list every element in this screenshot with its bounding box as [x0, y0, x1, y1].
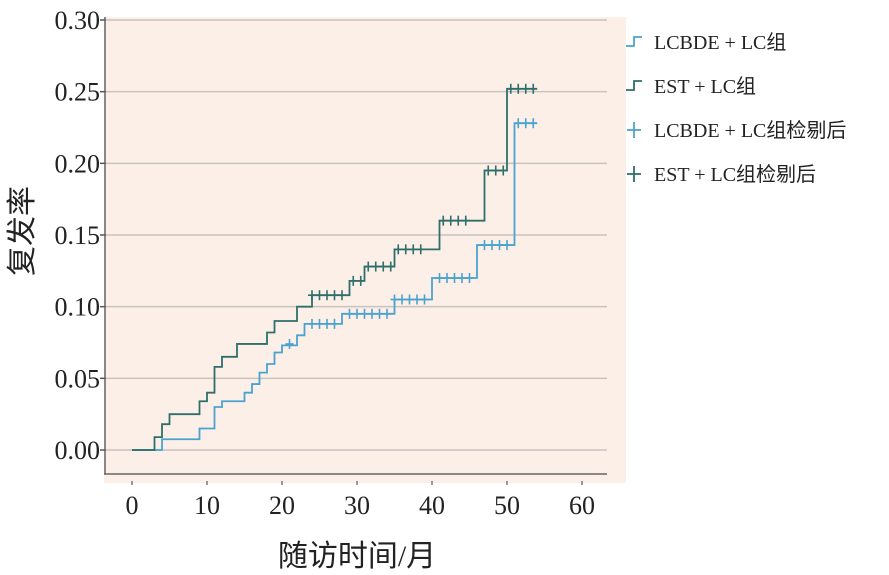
y-tick-label: 0.20	[55, 149, 101, 178]
y-tick-label: 0.10	[55, 293, 101, 322]
legend-swatch-line	[626, 36, 642, 47]
censor-mark-1	[491, 165, 500, 176]
censor-mark-1	[506, 83, 515, 94]
censor-mark-0	[480, 240, 489, 251]
censor-mark-0	[405, 294, 414, 305]
censor-mark-1	[401, 244, 410, 255]
legend-item: LCBDE + LC组	[626, 31, 786, 54]
censor-mark-1	[315, 290, 324, 301]
censor-mark-1	[330, 290, 339, 301]
censor-mark-1	[371, 261, 380, 272]
censor-mark-0	[383, 308, 391, 319]
censor-mark-1	[439, 215, 448, 226]
censor-mark-0	[285, 338, 294, 349]
x-tick-label: 30	[344, 491, 370, 520]
plot-background	[104, 17, 626, 483]
censor-mark-0	[488, 240, 496, 251]
censor-mark-1	[338, 290, 346, 301]
legend: LCBDE + LC组 EST + LC组 LCBDE + LC组检剔后 EST + …	[626, 31, 846, 186]
censor-mark-0	[503, 240, 511, 251]
censor-mark-0	[330, 318, 339, 329]
censor-mark-0	[443, 273, 451, 284]
censor-mark-0	[368, 308, 376, 319]
censor-mark-0	[529, 118, 538, 129]
censor-mark-0	[458, 273, 466, 284]
censor-mark-0	[353, 308, 361, 319]
censor-mark-0	[413, 294, 421, 305]
censor-mark-1	[416, 244, 425, 255]
censor-mark-1	[521, 83, 530, 94]
censor-mark-1	[446, 215, 455, 226]
y-tick-label: 0.15	[55, 221, 101, 250]
x-tick-label: 20	[269, 491, 295, 520]
censor-mark-1	[308, 290, 316, 301]
legend-item: LCBDE + LC组检剔后	[627, 119, 846, 142]
censor-mark-0	[308, 318, 316, 329]
censor-mark-1	[461, 215, 470, 226]
grid-lines	[104, 19, 607, 451]
censor-mark-1	[409, 244, 418, 255]
censor-mark-0	[521, 118, 530, 129]
censor-mark-0	[360, 308, 369, 319]
censor-mark-1	[379, 261, 388, 272]
y-axis-title: 复发率	[6, 186, 39, 276]
censor-mark-0	[435, 273, 444, 284]
x-axis-title: 随访时间/月	[278, 540, 436, 573]
legend-label: EST + LC组	[654, 75, 756, 98]
censor-mark-1	[454, 215, 463, 226]
censor-mark-0	[390, 294, 399, 305]
censor-mark-0	[315, 318, 324, 329]
y-tick-label: 0.25	[55, 78, 101, 107]
legend-item: EST + LC组	[626, 75, 756, 98]
legend-swatch-cross	[627, 166, 641, 182]
censor-mark-0	[375, 308, 384, 319]
x-tick-label: 0	[126, 491, 139, 520]
y-tick-label: 0.05	[55, 364, 101, 393]
censor-mark-1	[394, 244, 403, 255]
legend-item: EST + LC组检剔后	[627, 163, 816, 186]
censor-mark-0	[398, 294, 406, 305]
censor-mark-1	[323, 290, 331, 301]
x-tick-label: 40	[419, 491, 445, 520]
censor-mark-0	[514, 118, 523, 129]
x-tick-label: 50	[494, 491, 520, 520]
legend-swatch-cross	[627, 122, 641, 138]
series-line-1	[132, 87, 537, 451]
series-line-0	[132, 122, 537, 451]
x-tick-label: 60	[569, 491, 595, 520]
censor-mark-1	[349, 275, 358, 286]
censor-mark-0	[345, 308, 354, 319]
x-tick-label: 10	[194, 491, 220, 520]
y-tick-label: 0.30	[55, 6, 101, 35]
legend-label: LCBDE + LC组检剔后	[654, 119, 846, 142]
series-layer	[132, 87, 537, 451]
axes: 0.00 0.05 0.10 0.15 0.20 0.25 0.30 0 10 20 30 40 50 6…	[55, 6, 607, 520]
censor-mark-1	[364, 261, 373, 272]
censor-mark-0	[420, 294, 429, 305]
censor-mark-1	[386, 261, 395, 272]
censor-mark-1	[484, 165, 493, 176]
legend-swatch-line	[626, 80, 642, 91]
legend-label: EST + LC组检剔后	[654, 163, 816, 186]
censor-mark-0	[450, 273, 459, 284]
censor-mark-1	[356, 275, 365, 286]
censor-mark-1	[529, 83, 538, 94]
censor-mark-1	[499, 165, 508, 176]
censor-mark-0	[495, 240, 504, 251]
legend-label: LCBDE + LC组	[654, 31, 786, 54]
censor-mark-0	[465, 273, 474, 284]
censor-mark-0	[323, 318, 331, 329]
censor-mark-1	[514, 83, 523, 94]
y-tick-label: 0.00	[55, 436, 101, 465]
censor-layer	[285, 83, 538, 349]
